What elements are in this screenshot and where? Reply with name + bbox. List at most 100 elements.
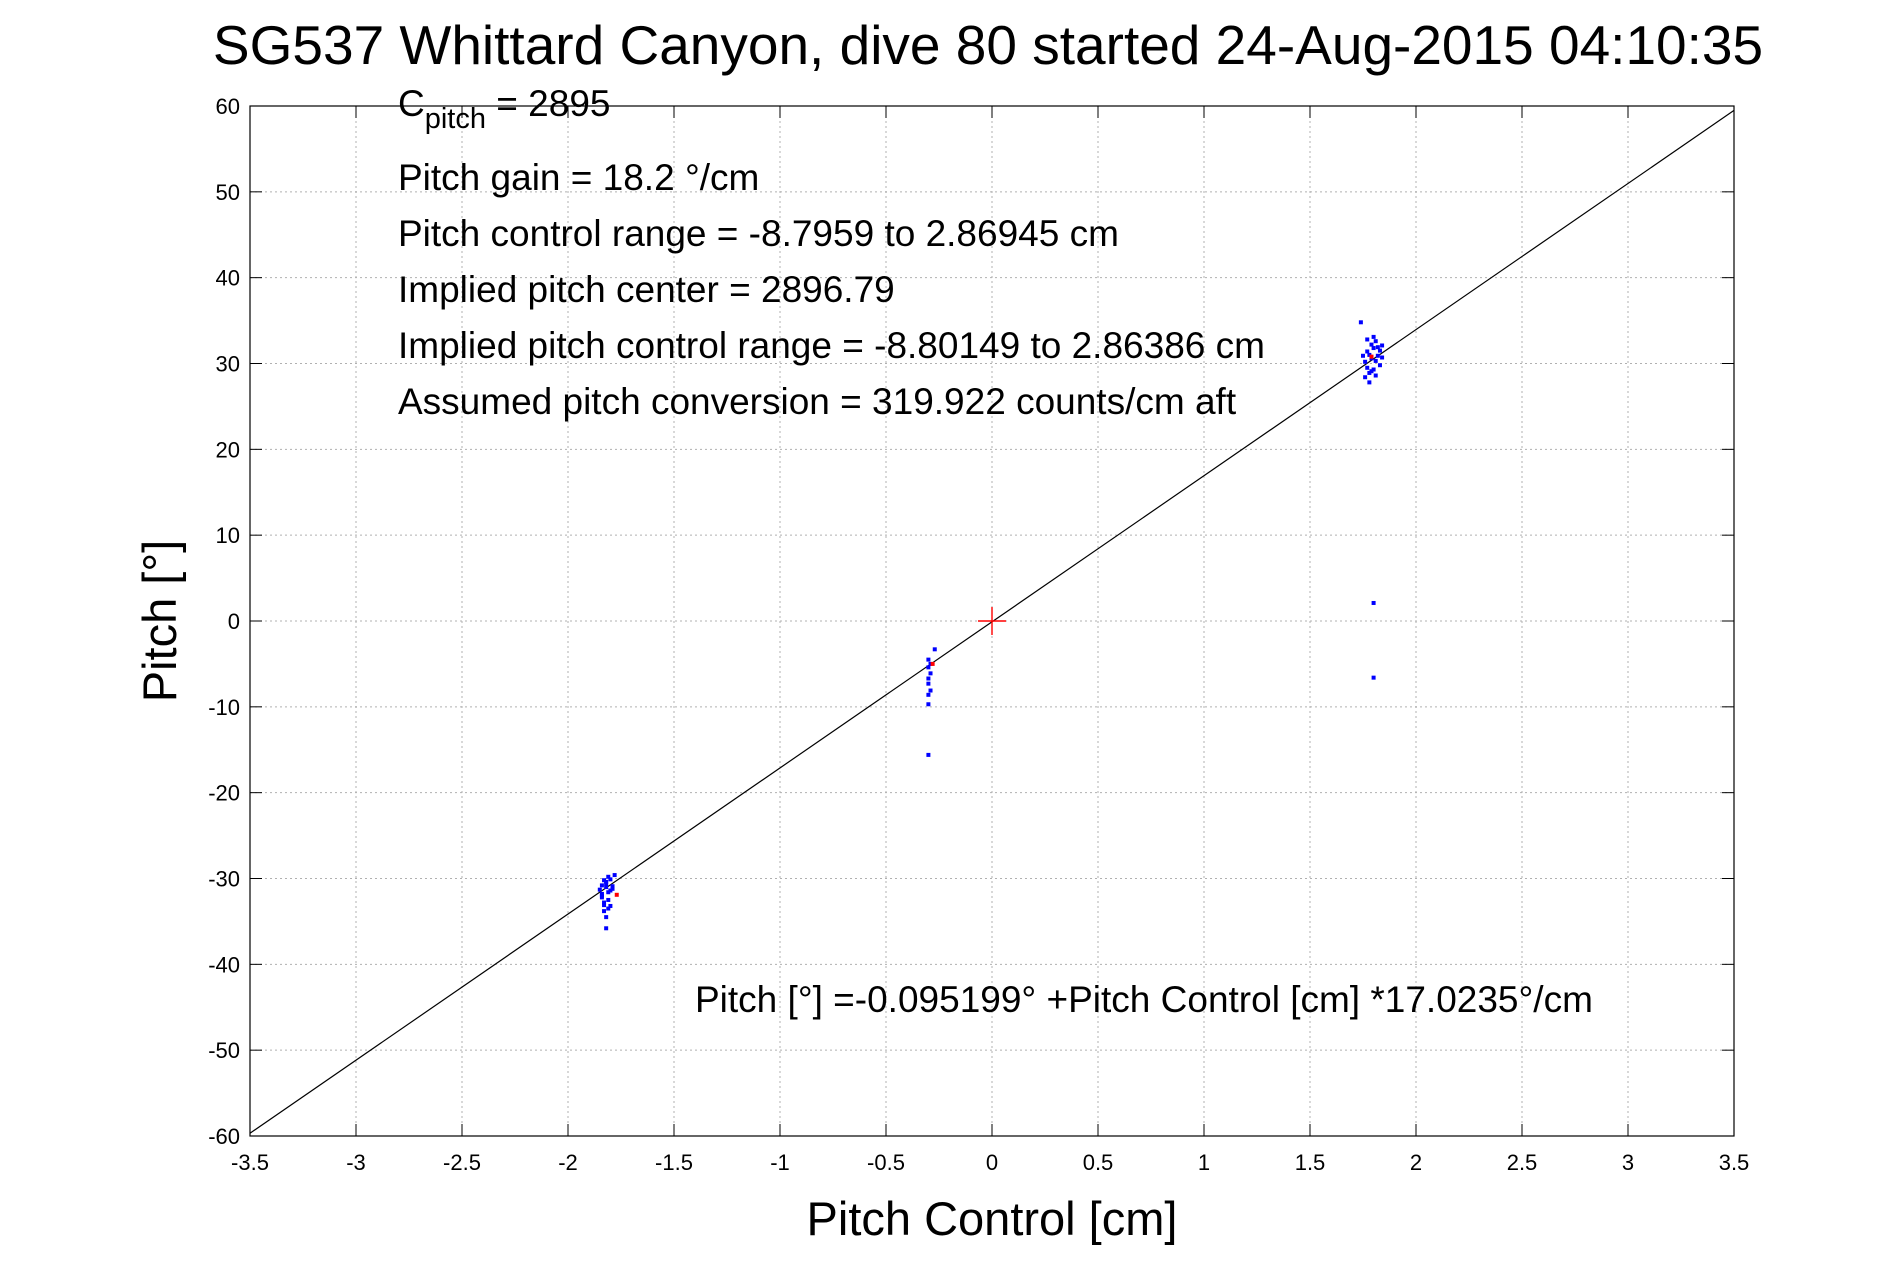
data-point xyxy=(926,657,931,662)
data-point xyxy=(602,900,607,905)
data-point xyxy=(1358,320,1363,325)
data-point xyxy=(926,702,931,707)
data-point xyxy=(1369,342,1374,347)
y-tick-label: 60 xyxy=(216,94,240,119)
x-tick-label: 0.5 xyxy=(1083,1150,1114,1175)
x-tick-label: -3 xyxy=(346,1150,366,1175)
data-point xyxy=(926,692,931,697)
data-point xyxy=(1373,358,1378,363)
y-tick-label: -20 xyxy=(208,781,240,806)
data-point xyxy=(604,926,609,931)
y-tick-label: -40 xyxy=(208,952,240,977)
data-point xyxy=(608,888,613,893)
data-point xyxy=(1363,359,1368,364)
c-pitch-subscript: pitch xyxy=(425,103,486,135)
data-point xyxy=(1361,353,1365,358)
data-point xyxy=(604,915,609,920)
text-annotations: Cpitch = 2895 Pitch gain = 18.2 °/cm Pit… xyxy=(398,83,1593,1020)
y-tick-label: 0 xyxy=(228,609,240,634)
data-point xyxy=(1371,334,1376,339)
c-pitch-value: = 2895 xyxy=(486,83,610,124)
data-point xyxy=(599,883,604,888)
annotation-implied-pitch-control-range: Implied pitch control range = -8.80149 t… xyxy=(398,325,1265,366)
data-point xyxy=(612,873,617,878)
x-tick-label: 1 xyxy=(1198,1150,1210,1175)
annotation-implied-pitch-center: Implied pitch center = 2896.79 xyxy=(398,269,895,310)
data-point xyxy=(1365,365,1370,370)
data-point xyxy=(1367,370,1372,375)
y-tick-label: 40 xyxy=(216,266,240,291)
data-point xyxy=(610,886,615,891)
data-point xyxy=(926,665,931,670)
y-tick-label: -60 xyxy=(208,1124,240,1149)
data-point xyxy=(599,895,604,900)
x-tick-label: 1.5 xyxy=(1295,1150,1326,1175)
data-point xyxy=(602,909,607,914)
data-point xyxy=(1373,373,1378,378)
annotation-assumed-pitch-conversion: Assumed pitch conversion = 319.922 count… xyxy=(398,381,1237,422)
data-point xyxy=(1375,345,1380,350)
x-tick-label: -1 xyxy=(770,1150,790,1175)
data-point xyxy=(602,878,607,883)
x-axis-label: Pitch Control [cm] xyxy=(807,1192,1178,1245)
x-tick-label: 0 xyxy=(986,1150,998,1175)
data-point xyxy=(1380,355,1385,360)
data-point xyxy=(606,906,611,911)
highlight-point xyxy=(1369,354,1374,359)
y-tick-label: -50 xyxy=(208,1038,240,1063)
data-point xyxy=(1371,367,1376,372)
y-tick-label: 20 xyxy=(216,437,240,462)
x-tick-label: 2.5 xyxy=(1507,1150,1538,1175)
data-point xyxy=(606,897,611,902)
x-tick-label: -2.5 xyxy=(443,1150,481,1175)
data-point xyxy=(1365,349,1370,354)
data-point xyxy=(610,884,615,889)
chart-title: SG537 Whittard Canyon, dive 80 started 2… xyxy=(213,14,1763,76)
x-tick-label: -1.5 xyxy=(655,1150,693,1175)
data-point xyxy=(606,890,611,895)
data-point xyxy=(597,887,602,892)
data-point xyxy=(1377,348,1382,353)
y-tick-label: -30 xyxy=(208,867,240,892)
x-tick-label: -2 xyxy=(558,1150,578,1175)
data-point xyxy=(1373,339,1378,344)
data-point xyxy=(608,903,613,908)
data-point xyxy=(1375,353,1380,358)
highlight-point xyxy=(614,892,619,897)
y-axis-label: Pitch [°] xyxy=(133,540,186,702)
x-tick-label: 2 xyxy=(1410,1150,1422,1175)
data-point xyxy=(1371,675,1376,680)
data-point xyxy=(1365,337,1370,342)
data-point xyxy=(1371,346,1376,351)
y-tick-label: 30 xyxy=(216,352,240,377)
data-point xyxy=(1380,343,1385,348)
data-point xyxy=(1377,363,1382,368)
data-point xyxy=(928,688,933,693)
annotation-pitch-control-range: Pitch control range = -8.7959 to 2.86945… xyxy=(398,213,1119,254)
x-tick-label: -3.5 xyxy=(231,1150,269,1175)
data-point xyxy=(602,903,607,908)
x-tick-label: 3.5 xyxy=(1719,1150,1750,1175)
x-tick-label: -0.5 xyxy=(867,1150,905,1175)
data-point xyxy=(608,877,613,882)
center-marker-layer xyxy=(978,607,1006,635)
data-point xyxy=(604,879,609,884)
data-point xyxy=(1369,369,1374,374)
c-pitch-base: C xyxy=(398,83,425,124)
plot-area: -3.5 -3 -2.5 -2 -1.5 -1 -0.5 0 0.5 1 1.5 2 2.5 3 3.5 -6… xyxy=(208,94,1749,1175)
data-point xyxy=(1371,600,1376,605)
data-points-layer xyxy=(597,320,1385,931)
data-point xyxy=(928,661,933,666)
data-point xyxy=(926,752,931,757)
axis-ticks: -3.5 -3 -2.5 -2 -1.5 -1 -0.5 0 0.5 1 1.5 2 2.5 3 3.5 -6… xyxy=(208,94,1749,1175)
fit-equation: Pitch [°] =-0.095199° +Pitch Control [cm… xyxy=(695,979,1593,1020)
data-point xyxy=(1367,352,1372,357)
grid-lines xyxy=(250,106,1734,1136)
c-pitch-annotation: Cpitch = 2895 xyxy=(398,83,610,135)
data-point xyxy=(932,647,937,652)
x-tick-label: 3 xyxy=(1622,1150,1634,1175)
highlight-point xyxy=(930,661,935,666)
y-tick-label: 10 xyxy=(216,523,240,548)
y-tick-label: -10 xyxy=(208,695,240,720)
